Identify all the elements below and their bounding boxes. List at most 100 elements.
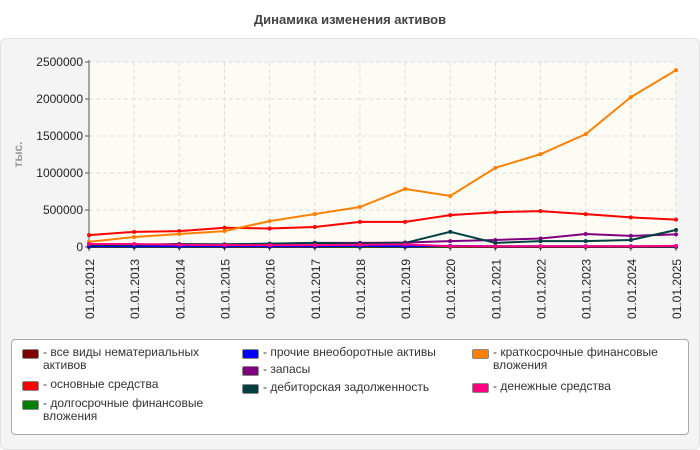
x-tick-label: 01.01.2020 [444, 259, 458, 319]
legend-label: - долгосрочные финансовые вложения [43, 396, 204, 423]
legend-item: - дебиторская задолженность [242, 381, 462, 394]
y-tick-label: 1000000 [36, 166, 83, 180]
legend-swatch [22, 349, 39, 359]
data-point [583, 212, 588, 217]
legend: - все виды нематериальных активов - основ… [11, 339, 689, 435]
legend-swatch [242, 384, 259, 394]
legend-swatch [22, 400, 39, 410]
data-point [132, 235, 137, 240]
data-point [538, 209, 543, 214]
chart-title: Динамика изменения активов [253, 12, 447, 27]
data-point [357, 242, 362, 247]
data-point [403, 242, 408, 247]
data-point [493, 165, 498, 170]
x-tick-label: 01.01.2014 [173, 259, 187, 319]
data-point [538, 244, 543, 249]
y-tick-label: 2500000 [36, 55, 83, 69]
data-point [674, 243, 678, 248]
data-point [403, 186, 408, 191]
y-axis-label: тыс. [11, 141, 25, 167]
x-tick-label: 01.01.2022 [535, 259, 549, 319]
y-tick-label: 500000 [43, 203, 83, 217]
x-tick-label: 01.01.2019 [399, 259, 413, 319]
data-point [493, 237, 498, 242]
plot-area [89, 62, 676, 247]
data-point [267, 226, 272, 231]
x-tick-label: 01.01.2018 [354, 259, 368, 319]
data-point [87, 242, 91, 247]
legend-item: - долгосрочные финансовые вложения [22, 397, 222, 423]
legend-label: - основные средства [43, 377, 159, 391]
legend-item: - краткосрочные финансовые вложения [472, 346, 677, 372]
x-tick-label: 01.01.2016 [264, 259, 278, 319]
legend-swatch [22, 381, 39, 391]
data-point [448, 213, 453, 218]
data-point [493, 240, 498, 245]
x-tick-label: 01.01.2015 [218, 259, 232, 319]
x-tick-label: 01.01.2021 [489, 259, 503, 319]
legend-label: - запасы [263, 362, 311, 376]
data-point [674, 217, 678, 222]
data-point [628, 95, 633, 100]
legend-item: - все виды нематериальных активов [22, 346, 222, 372]
data-point [674, 227, 678, 232]
data-point [448, 229, 453, 234]
legend-label: - краткосрочные финансовые вложения [493, 345, 658, 372]
legend-swatch [472, 349, 489, 359]
data-point [674, 232, 678, 237]
x-tick-label: 01.01.2013 [128, 259, 142, 319]
data-point [312, 243, 317, 248]
data-point [222, 243, 227, 248]
data-point [267, 243, 272, 248]
legend-item: - прочие внеоборотные активы [242, 346, 462, 359]
data-point [448, 244, 453, 249]
line-chart: 0 500000 1000000 1500000 2000000 2500000 01.01… [11, 55, 684, 319]
legend-item: - основные средства [22, 378, 222, 391]
data-point [493, 210, 498, 215]
data-point [583, 244, 588, 249]
legend-label: - все виды нематериальных активов [43, 345, 200, 372]
x-tick-label: 01.01.2012 [83, 259, 97, 319]
data-point [177, 229, 182, 234]
series-line [89, 243, 677, 248]
data-point [132, 229, 137, 234]
series-line [88, 69, 677, 243]
data-point [357, 219, 362, 224]
data-point [628, 237, 633, 242]
legend-label: - денежные средства [493, 379, 611, 393]
legend-item: - денежные средства [472, 380, 677, 393]
data-point [583, 232, 588, 237]
data-point [448, 239, 453, 244]
legend-item: - запасы [242, 363, 462, 376]
data-point [628, 244, 633, 249]
data-point [674, 68, 678, 73]
data-point [357, 205, 362, 210]
x-tick-label: 01.01.2017 [309, 259, 323, 319]
data-point [132, 242, 137, 247]
x-tick-label: 01.01.2024 [625, 259, 639, 319]
y-tick-label: 2000000 [36, 92, 83, 106]
legend-swatch [242, 349, 259, 359]
data-point [87, 233, 91, 238]
data-point [267, 219, 272, 224]
data-point [222, 229, 227, 234]
legend-swatch [472, 383, 489, 393]
data-point [583, 239, 588, 244]
data-point [177, 232, 182, 237]
data-point [403, 219, 408, 224]
y-tick-label: 0 [76, 240, 83, 254]
data-point [222, 225, 227, 230]
data-point [312, 212, 317, 217]
data-point [628, 233, 633, 238]
data-point [448, 193, 453, 198]
series-line [88, 210, 677, 237]
legend-label: - прочие внеоборотные активы [263, 345, 436, 359]
x-tick-label: 01.01.2025 [670, 259, 684, 319]
data-point [538, 152, 543, 157]
data-point [493, 244, 498, 249]
legend-swatch [242, 366, 259, 376]
legend-label: - дебиторская задолженность [263, 380, 430, 394]
data-point [177, 242, 182, 247]
data-point [628, 215, 633, 220]
data-point [583, 132, 588, 137]
